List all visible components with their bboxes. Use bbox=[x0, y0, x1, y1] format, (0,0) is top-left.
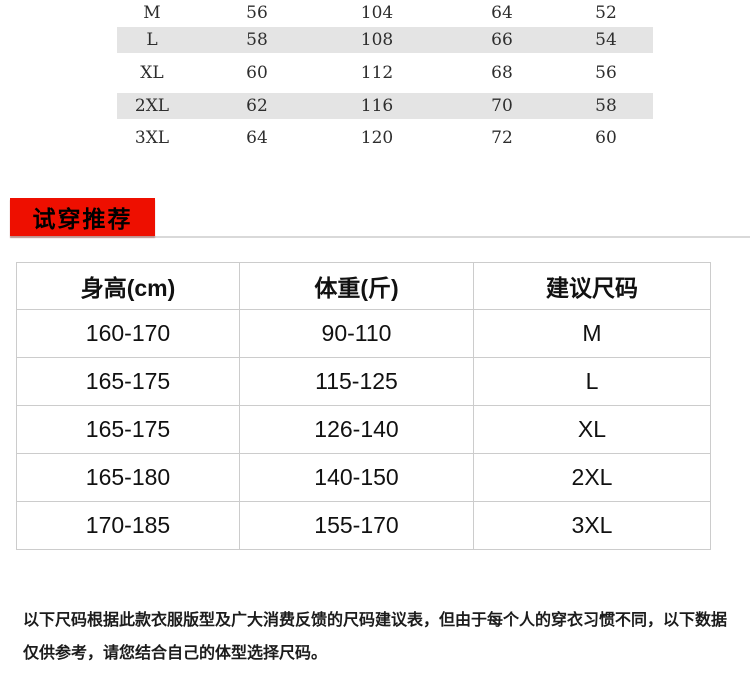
fit-recommendation-table: 身高(cm) 体重(斤) 建议尺码 160-170 90-110 M 165-1… bbox=[16, 262, 711, 550]
suggested-size: 2XL bbox=[473, 453, 711, 502]
fit-recommendation-banner: 试穿推荐 bbox=[10, 198, 155, 236]
size-disclaimer-text: 以下尺码根据此款衣服版型及广大消费反馈的尺码建议表，但由于每个人的穿衣习惯不同，… bbox=[23, 604, 738, 670]
measurement-value: 120 bbox=[360, 128, 394, 148]
measurement-value: 72 bbox=[491, 128, 513, 148]
measurement-value: 64 bbox=[491, 2, 513, 23]
fit-table-header-suggested-size: 建议尺码 bbox=[473, 262, 711, 310]
size-label: L bbox=[146, 30, 158, 50]
size-label: M bbox=[143, 2, 161, 23]
measurement-value: 108 bbox=[360, 30, 394, 50]
height-range: 165-175 bbox=[16, 357, 240, 406]
size-measurement-table: M 56 104 64 52 L 58 108 66 54 XL 60 112 … bbox=[0, 0, 750, 165]
weight-range: 140-150 bbox=[239, 453, 474, 502]
height-range: 160-170 bbox=[16, 309, 240, 358]
disclaimer-line: 以下尺码根据此款衣服版型及广大消费反馈的尺码建议表，但由于每个人的穿衣习惯不同，… bbox=[23, 612, 728, 629]
suggested-size: 3XL bbox=[473, 501, 711, 550]
size-label: 2XL bbox=[134, 96, 170, 116]
weight-range: 115-125 bbox=[239, 357, 474, 406]
measurement-value: 58 bbox=[595, 96, 617, 116]
measurement-value: 112 bbox=[360, 63, 394, 83]
fit-table-row: 165-175 126-140 XL bbox=[16, 405, 711, 454]
measurement-value: 56 bbox=[595, 63, 617, 83]
weight-range: 90-110 bbox=[239, 309, 474, 358]
measurement-value: 62 bbox=[246, 96, 268, 116]
measurement-value: 58 bbox=[246, 30, 268, 50]
size-label: 3XL bbox=[134, 128, 170, 148]
size-table-row: 3XL 64 120 72 60 bbox=[117, 125, 653, 151]
size-table-row: XL 60 112 68 56 bbox=[117, 60, 653, 86]
suggested-size: XL bbox=[473, 405, 711, 454]
suggested-size: M bbox=[473, 309, 711, 358]
fit-table-row: 165-180 140-150 2XL bbox=[16, 453, 711, 502]
measurement-value: 64 bbox=[246, 128, 268, 148]
size-label: XL bbox=[140, 63, 164, 83]
fit-table-row: 165-175 115-125 L bbox=[16, 357, 711, 406]
size-table-row: M 56 104 64 52 bbox=[117, 0, 653, 26]
measurement-value: 60 bbox=[595, 128, 617, 148]
measurement-value: 68 bbox=[491, 63, 513, 83]
section-divider-line bbox=[10, 236, 750, 238]
fit-recommendation-banner-label: 试穿推荐 bbox=[32, 206, 133, 232]
size-table-row: L 58 108 66 54 bbox=[117, 27, 653, 53]
height-range: 165-180 bbox=[16, 453, 240, 502]
measurement-value: 54 bbox=[595, 30, 617, 50]
weight-range: 126-140 bbox=[239, 405, 474, 454]
suggested-size: L bbox=[473, 357, 711, 406]
weight-range: 155-170 bbox=[239, 501, 474, 550]
height-range: 165-175 bbox=[16, 405, 240, 454]
height-range: 170-185 bbox=[16, 501, 240, 550]
measurement-value: 104 bbox=[360, 2, 394, 23]
fit-table-header-height: 身高(cm) bbox=[16, 262, 240, 310]
measurement-value: 56 bbox=[246, 2, 268, 23]
disclaimer-line: 仅供参考，请您结合自己的体型选择尺码。 bbox=[23, 645, 328, 662]
measurement-value: 70 bbox=[491, 96, 513, 116]
fit-table-row: 170-185 155-170 3XL bbox=[16, 501, 711, 550]
fit-table-header-weight: 体重(斤) bbox=[239, 262, 474, 310]
measurement-value: 52 bbox=[595, 2, 617, 23]
measurement-value: 116 bbox=[360, 96, 394, 116]
fit-table-row: 160-170 90-110 M bbox=[16, 309, 711, 358]
size-table-row: 2XL 62 116 70 58 bbox=[117, 93, 653, 119]
measurement-value: 66 bbox=[491, 30, 513, 50]
measurement-value: 60 bbox=[246, 63, 268, 83]
fit-table-header-row: 身高(cm) 体重(斤) 建议尺码 bbox=[16, 262, 711, 310]
